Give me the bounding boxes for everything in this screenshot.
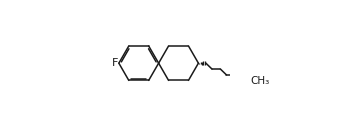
Text: CH₃: CH₃ [250,76,270,86]
Text: F: F [111,58,118,68]
